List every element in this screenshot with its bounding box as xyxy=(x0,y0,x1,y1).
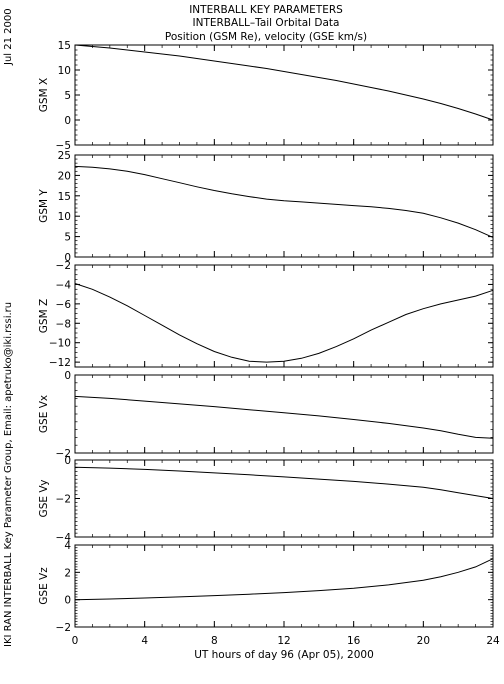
x-axis-title: UT hours of day 96 (Apr 05), 2000 xyxy=(194,649,374,661)
y-tick-label: −10 xyxy=(49,338,71,350)
y-tick-label: 20 xyxy=(58,170,71,182)
y-tick-label: 4 xyxy=(64,540,71,552)
y-tick-label: 0 xyxy=(64,455,71,467)
x-tick-label: 24 xyxy=(486,635,500,647)
y-tick-label: −2 xyxy=(56,448,71,460)
panel-frame xyxy=(74,459,494,538)
series-line xyxy=(74,558,494,601)
panel-6: −2 0 2 4 GSE Vz xyxy=(38,540,494,634)
y-tick-label: −4 xyxy=(56,532,72,544)
series-line xyxy=(74,283,494,363)
y-tick-label: 0 xyxy=(64,115,71,127)
title-line-3: Position (GSM Re), velocity (GSE km/s) xyxy=(165,31,367,43)
series-line xyxy=(74,44,494,121)
y-axis-title: GSM Z xyxy=(38,299,50,333)
y-tick-label: 2 xyxy=(64,567,71,579)
y-axis-title: GSE Vx xyxy=(38,395,50,433)
y-tick-label: 10 xyxy=(58,211,71,223)
y-tick-label: −8 xyxy=(56,318,71,330)
x-tick-label: 8 xyxy=(211,635,218,647)
y-tick-label: 5 xyxy=(64,232,71,244)
panel-frame xyxy=(74,544,494,628)
title-line-1: INTERBALL KEY PARAMETERS xyxy=(189,4,343,16)
y-tick-label: 10 xyxy=(58,65,71,77)
panel-3: −12 −10 −8 −6 −4 −2 GSM Z xyxy=(38,260,494,369)
y-axis-title: GSM Y xyxy=(38,189,50,223)
panel-4: −2 0 GSE Vx xyxy=(38,370,494,460)
panel-frame xyxy=(74,264,494,368)
series-line xyxy=(74,165,494,238)
y-tick-label: −2 xyxy=(56,622,71,634)
x-tick-label: 20 xyxy=(417,635,430,647)
y-tick-label: −4 xyxy=(56,279,72,291)
y-tick-label: −2 xyxy=(56,260,71,272)
y-axis-title: GSE Vz xyxy=(38,567,50,605)
panel-1: −5 0 5 10 15 GSM X xyxy=(38,40,494,152)
y-tick-label: 0 xyxy=(64,595,71,607)
date-stamp: Jul 21 2000 xyxy=(3,8,14,66)
title-line-2: INTERBALL–Tail Orbital Data xyxy=(193,17,340,29)
series-line xyxy=(74,466,494,499)
panel-frame xyxy=(74,374,494,454)
x-tick-label: 12 xyxy=(277,635,290,647)
y-tick-label: −5 xyxy=(56,140,71,152)
panel-frame xyxy=(74,154,494,258)
y-tick-label: −12 xyxy=(49,357,71,369)
y-tick-label: 0 xyxy=(64,370,71,382)
panel-5: −4 −2 0 GSE Vy xyxy=(38,455,494,544)
y-tick-label: −2 xyxy=(56,494,71,506)
panel-2: 0 5 10 15 20 25 GSM Y xyxy=(38,150,494,264)
y-tick-label: 25 xyxy=(58,150,71,162)
y-tick-label: −6 xyxy=(56,299,72,311)
y-tick-label: 5 xyxy=(64,90,71,102)
y-axis-title: GSM X xyxy=(38,78,50,112)
y-tick-label: 0 xyxy=(64,252,71,264)
panel-frame xyxy=(74,44,494,146)
x-tick-label: 16 xyxy=(347,635,361,647)
series-line xyxy=(74,395,494,439)
x-tick-label: 4 xyxy=(141,635,148,647)
x-tick-label: 0 xyxy=(72,635,79,647)
y-tick-label: 15 xyxy=(58,191,71,203)
credit-text: IKI RAN INTERBALL Key Parameter Group, E… xyxy=(3,302,14,647)
y-axis-title: GSE Vy xyxy=(38,480,50,518)
y-tick-label: 15 xyxy=(58,40,71,52)
